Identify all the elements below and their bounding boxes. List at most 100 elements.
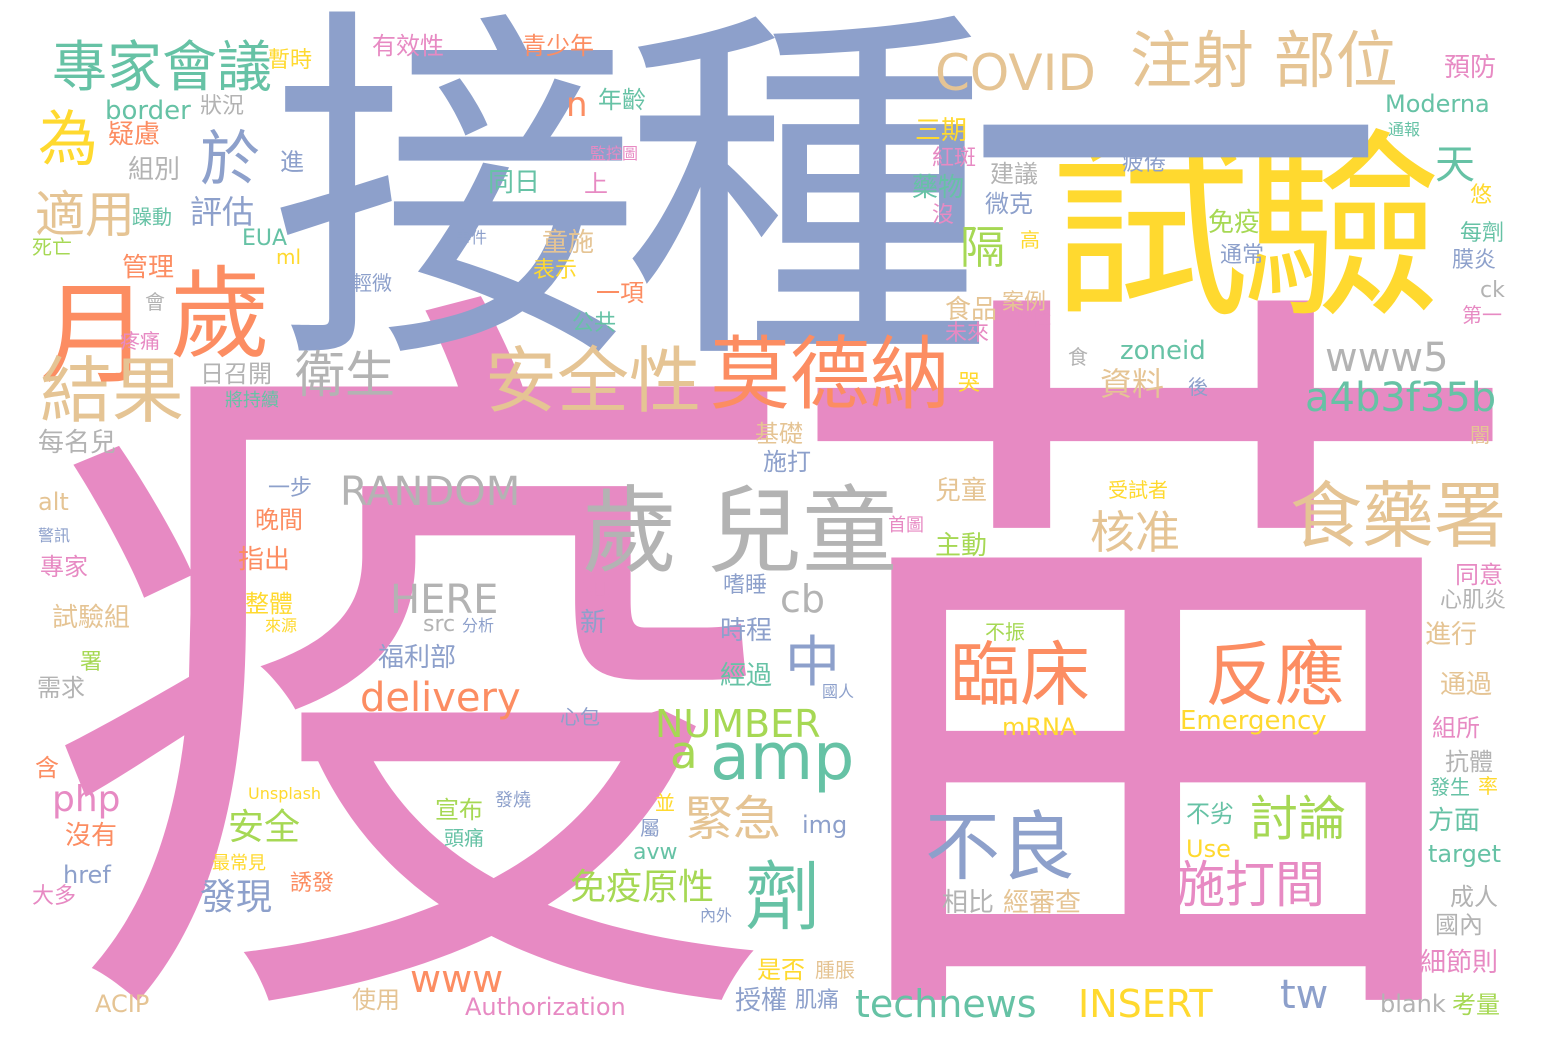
word-ge: 隔 <box>960 221 1006 274</box>
word-fashao: 發燒 <box>495 790 531 811</box>
word-www5: www5 <box>1325 335 1449 381</box>
word-jingguo: 經過 <box>720 661 773 691</box>
word-shipin: 食品 <box>945 295 998 325</box>
word-pinggu: 評估 <box>190 193 255 231</box>
word-weilai: 未來 <box>945 321 990 346</box>
word-tw: tw <box>1280 972 1329 1018</box>
word-eua: EUA <box>242 226 288 251</box>
word-jiezhong: 接種 <box>270 0 992 410</box>
word-xuanbu: 宣布 <box>435 796 483 824</box>
word-acip: ACIP <box>95 990 150 1018</box>
word-hou: 後 <box>1188 375 1208 399</box>
word-ck: ck <box>1480 278 1505 303</box>
word-shida: 施打 <box>763 448 811 476</box>
word-tongyi: 同意 <box>1455 561 1503 589</box>
word-pijuan: 疲倦 <box>1122 151 1167 176</box>
word-youxiaoxing: 有效性 <box>372 32 444 60</box>
word-a: a <box>670 726 698 779</box>
word-zhongzhang: 腫脹 <box>815 958 855 982</box>
word-jingshencha: 經審查 <box>1003 888 1082 918</box>
word-shiyanzu: 試驗組 <box>52 603 131 633</box>
word-yufang: 預防 <box>1444 53 1497 83</box>
word-zhuangkuang: 狀況 <box>200 94 245 119</box>
word-qingshaonian: 青少年 <box>522 32 594 60</box>
word-bing: 並 <box>655 791 675 815</box>
word-guanli: 管理 <box>122 253 175 283</box>
word-anli: 案例 <box>1002 290 1047 315</box>
word-you: 悠 <box>1470 183 1493 208</box>
word-amp: amp <box>710 720 855 795</box>
word-technews: technews <box>855 982 1037 1026</box>
word-random: RANDOM <box>340 469 521 515</box>
word-shoushizhe: 受試者 <box>1108 478 1168 502</box>
word-zubie: 組別 <box>128 155 181 185</box>
word-shishui: 嗜睡 <box>723 573 768 598</box>
word-delivery: delivery <box>360 675 521 721</box>
word-shidajian: 施打間 <box>1175 856 1325 914</box>
word-ziliao: 資料 <box>1100 365 1165 403</box>
word-zhushe-buwei: 注射 部位 <box>1130 24 1398 97</box>
word-php: php <box>52 779 121 820</box>
word-shiyan: 試驗 <box>1050 113 1442 346</box>
word-zanshi: 暫時 <box>268 48 313 73</box>
word-rizhaokai: 日召開 <box>200 360 272 388</box>
word-nianling: 年齡 <box>598 86 646 114</box>
word-anquanxing: 安全性 <box>485 339 702 423</box>
word-shoutu: 首圖 <box>888 515 924 536</box>
word-mianyi: 免疫 <box>1208 208 1261 238</box>
word-tongshi: 童施 <box>542 228 595 258</box>
word-jin: 進 <box>280 148 304 176</box>
word-jinji: 緊急 <box>685 791 782 847</box>
word-xinbao: 心包 <box>560 705 600 729</box>
word-faxian: 發現 <box>200 877 273 918</box>
word-zoneid: zoneid <box>1120 336 1206 366</box>
word-youfa: 誘發 <box>290 871 335 896</box>
word-jianyi: 建議 <box>990 160 1038 188</box>
word-siwang: 死亡 <box>32 235 72 259</box>
word-jiankongtu: 監控圖 <box>590 144 639 163</box>
word-sanqi: 三期 <box>915 116 968 146</box>
word-hezhun: 核准 <box>1090 506 1181 559</box>
word-xin: 新 <box>580 608 607 638</box>
word-img: img <box>802 811 848 839</box>
word-yi: 一 <box>965 0 1385 392</box>
word-mrna: mRNA <box>1002 713 1077 741</box>
word-mei: 沒 <box>932 203 955 228</box>
word-authorization: Authorization <box>465 993 626 1021</box>
word-buyuan: 不劣 <box>1186 800 1234 828</box>
word-linchuang: 臨床 <box>950 634 1090 716</box>
word-shijian: 事件 <box>455 228 488 247</box>
word-jieguo: 結果 <box>40 349 185 433</box>
word-qingwei: 輕微 <box>352 271 392 295</box>
word-wanjian: 晚間 <box>255 506 303 534</box>
word-kaoliang: 考量 <box>1452 991 1500 1019</box>
word-alt: alt <box>38 488 69 516</box>
word-sui: 歲 <box>170 256 270 373</box>
word-biaoshi: 表示 <box>533 258 578 283</box>
word-xianshi: 顯示 <box>580 575 633 605</box>
word-shang: 上 <box>584 170 608 198</box>
word-blank: blank <box>1380 990 1446 1018</box>
word-src: src <box>423 612 456 637</box>
word-neiwai: 內外 <box>700 906 733 925</box>
word-yue: 月 <box>40 271 150 399</box>
word-fasheng: 發生 <box>1430 775 1470 799</box>
word-yibu: 一步 <box>268 476 313 501</box>
word-ml: ml <box>276 245 302 269</box>
word-yilv: 疑慮 <box>108 120 161 150</box>
word-here: HERE <box>390 577 499 623</box>
word-ertong-small: 兒童 <box>935 476 988 506</box>
word-use: Use <box>1186 835 1231 863</box>
word-shiyong: 適用 <box>35 186 135 244</box>
word-an: 闇 <box>1470 423 1490 447</box>
word-buzhen: 不振 <box>985 620 1025 644</box>
word-gao: 高 <box>1020 228 1040 252</box>
word-taolun: 討論 <box>1250 791 1347 847</box>
word-target: target <box>1428 840 1501 868</box>
word-number: NUMBER <box>655 702 821 746</box>
word-sui-ertong: 歲 兒童 <box>582 477 898 587</box>
word-hui: 會 <box>145 290 165 314</box>
word-laiyuan: 來源 <box>265 616 298 635</box>
word-jinxing: 進行 <box>1425 620 1478 650</box>
